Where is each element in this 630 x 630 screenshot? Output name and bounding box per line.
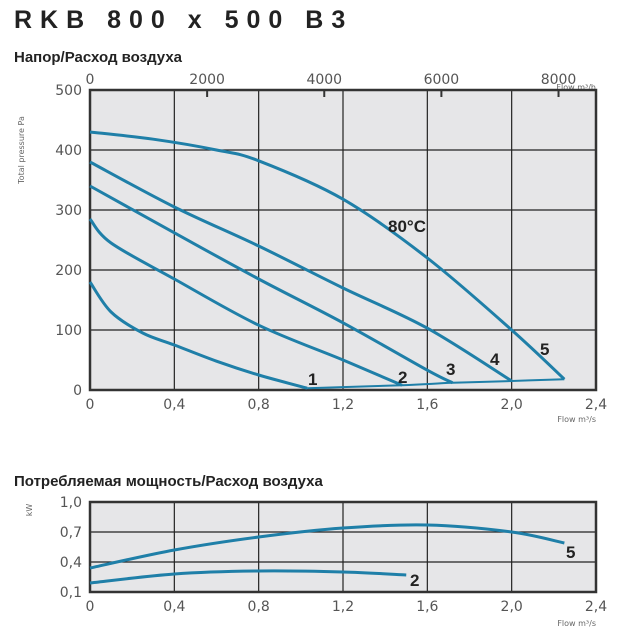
pressure-x-label: Flow m³/s xyxy=(557,415,596,424)
top-tick-label: 2000 xyxy=(189,72,225,88)
series-label-5: 5 xyxy=(540,340,549,359)
x-tick-label: 1,2 xyxy=(332,397,354,413)
x-tick-label: 0,4 xyxy=(163,397,185,413)
power-chart-title: Потребляемая мощность/Расход воздуха xyxy=(14,473,323,490)
series-line-1 xyxy=(88,281,308,390)
chart-title: RKB 800 x 500 B3 xyxy=(14,6,353,34)
series-line-2 xyxy=(89,569,407,585)
x-tick-label: 2,0 xyxy=(501,397,523,413)
series-label-3: 3 xyxy=(446,360,455,379)
series-line-2 xyxy=(88,218,403,387)
y-tick-label: 400 xyxy=(55,143,82,159)
top-axis-label: Flow m³/h xyxy=(556,83,596,92)
pressure-y-label: Total pressure Pa xyxy=(17,116,26,185)
x-tick-label: 2,4 xyxy=(585,397,607,413)
top-tick-label: 0 xyxy=(86,72,95,88)
series-line-5 xyxy=(89,523,565,570)
series-label-2: 2 xyxy=(398,368,407,387)
y-tick-label: 200 xyxy=(55,263,82,279)
system-line xyxy=(307,378,565,390)
y-tick-label: 300 xyxy=(55,203,82,219)
x-tick-label: 1,6 xyxy=(416,599,438,615)
pressure-chart-title: Напор/Расход воздуха xyxy=(14,49,183,66)
y-tick-label: 100 xyxy=(55,323,82,339)
temperature-annotation: 80°C xyxy=(388,217,426,236)
series-line-4 xyxy=(89,160,513,383)
top-tick-label: 6000 xyxy=(424,72,460,88)
plot-frame xyxy=(88,88,598,392)
y-tick-label: 0,1 xyxy=(60,585,82,601)
x-tick-label: 1,2 xyxy=(332,599,354,615)
power-x-label: Flow m³/s xyxy=(557,619,596,628)
x-tick-label: 0,8 xyxy=(248,397,270,413)
series-line-3 xyxy=(89,184,454,385)
series-label-4: 4 xyxy=(490,350,500,369)
top-tick-label: 4000 xyxy=(306,72,342,88)
x-tick-label: 2,0 xyxy=(501,599,523,615)
y-tick-label: 0,4 xyxy=(60,555,82,571)
series-line-5 xyxy=(89,130,566,381)
x-tick-label: 2,4 xyxy=(585,599,607,615)
y-tick-label: 500 xyxy=(55,83,82,99)
y-tick-label: 0,7 xyxy=(60,525,82,541)
x-tick-label: 0 xyxy=(86,397,95,413)
series-label-2: 2 xyxy=(410,571,419,590)
x-tick-label: 1,6 xyxy=(416,397,438,413)
y-tick-label: 0 xyxy=(73,383,82,399)
series-label-1: 1 xyxy=(308,370,317,389)
series-label-5: 5 xyxy=(566,543,575,562)
x-tick-label: 0,8 xyxy=(248,599,270,615)
y-tick-label: 1,0 xyxy=(60,495,82,511)
power-y-label: kW xyxy=(25,504,34,517)
x-tick-label: 0,4 xyxy=(163,599,185,615)
top-tick-label: 8000 xyxy=(541,72,577,88)
plot-frame xyxy=(88,500,598,594)
x-tick-label: 0 xyxy=(86,599,95,615)
